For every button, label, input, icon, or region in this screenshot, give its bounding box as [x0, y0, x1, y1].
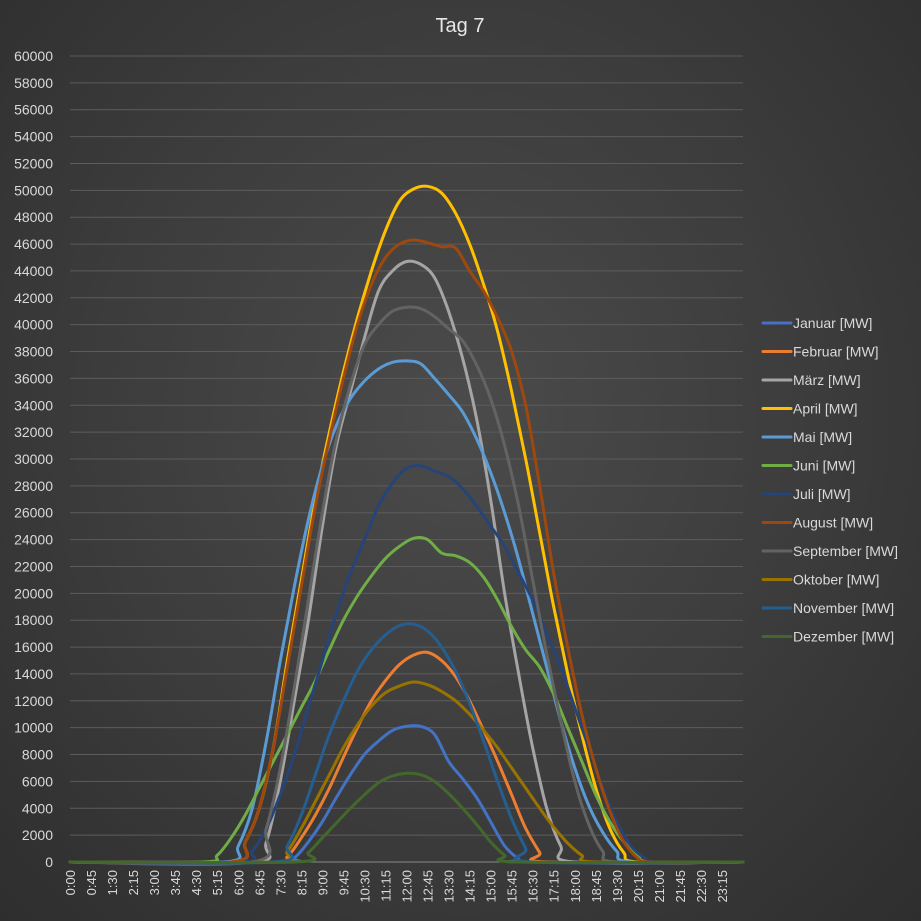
y-tick-label: 6000 — [22, 773, 53, 789]
legend-label: Mai [MW] — [793, 429, 852, 445]
y-tick-label: 60000 — [14, 48, 53, 64]
y-tick-label: 42000 — [14, 290, 53, 306]
x-tick-label: 23:15 — [715, 870, 730, 903]
legend-label: Juli [MW] — [793, 486, 851, 502]
x-tick-label: 21:45 — [673, 870, 688, 903]
y-tick-label: 24000 — [14, 532, 53, 548]
grid-lines — [70, 55, 743, 863]
x-tick-label: 14:15 — [463, 870, 478, 903]
y-tick-label: 22000 — [14, 558, 53, 574]
legend: Januar [MW] Februar [MW] März [MW] April [M… — [761, 315, 898, 645]
legend-label: März [MW] — [793, 372, 861, 388]
x-tick-label: 3:00 — [147, 870, 162, 895]
series-line — [68, 771, 745, 865]
series-line — [68, 184, 745, 866]
y-tick-label: 16000 — [14, 639, 53, 655]
y-tick-label: 32000 — [14, 424, 53, 440]
x-tick-label: 0:00 — [63, 870, 78, 895]
x-tick-label: 5:15 — [210, 870, 225, 895]
series-line — [68, 622, 745, 865]
x-tick-label: 10:30 — [357, 870, 372, 903]
y-tick-label: 34000 — [14, 397, 53, 413]
x-tick-label: 13:30 — [442, 870, 457, 903]
x-tick-label: 8:15 — [294, 870, 309, 895]
x-tick-label: 4:30 — [189, 870, 204, 895]
x-axis-ticks: 0:00 0:45 1:30 2:15 3:00 3:45 4:30 5:15 6:00 6:45… — [63, 870, 730, 903]
legend-label: September [MW] — [793, 543, 898, 559]
y-tick-label: 30000 — [14, 451, 53, 467]
x-tick-label: 12:45 — [421, 870, 436, 903]
y-tick-label: 56000 — [14, 102, 53, 118]
y-tick-label: 38000 — [14, 344, 53, 360]
x-tick-label: 11:15 — [378, 870, 393, 902]
y-tick-label: 58000 — [14, 75, 53, 91]
y-tick-label: 12000 — [14, 693, 53, 709]
series-line — [68, 680, 745, 865]
x-tick-label: 1:30 — [105, 870, 120, 895]
series-line — [68, 359, 745, 865]
legend-label: Juni [MW] — [793, 458, 855, 474]
x-tick-label: 18:00 — [568, 870, 583, 903]
y-tick-label: 2000 — [22, 827, 53, 843]
series-line — [68, 464, 745, 865]
y-tick-label: 54000 — [14, 129, 53, 145]
y-tick-label: 14000 — [14, 666, 53, 682]
legend-label: August [MW] — [793, 515, 873, 531]
y-tick-label: 40000 — [14, 317, 53, 333]
chart-title: Tag 7 — [436, 15, 485, 37]
y-tick-label: 48000 — [14, 209, 53, 225]
y-tick-label: 8000 — [22, 747, 53, 763]
x-tick-label: 9:45 — [336, 870, 351, 895]
x-tick-label: 17:15 — [547, 870, 562, 903]
series-lines — [68, 184, 745, 866]
y-tick-label: 26000 — [14, 505, 53, 521]
y-tick-label: 28000 — [14, 478, 53, 494]
legend-label: Dezember [MW] — [793, 629, 894, 645]
y-tick-label: 10000 — [14, 720, 53, 736]
y-tick-label: 50000 — [14, 182, 53, 198]
y-tick-label: 46000 — [14, 236, 53, 252]
y-tick-label: 4000 — [22, 800, 53, 816]
y-tick-label: 36000 — [14, 370, 53, 386]
legend-label: April [MW] — [793, 401, 858, 417]
x-tick-label: 12:00 — [400, 870, 415, 903]
y-tick-label: 0 — [45, 854, 53, 870]
legend-label: November [MW] — [793, 600, 894, 616]
x-tick-label: 0:45 — [84, 870, 99, 895]
legend-label: Februar [MW] — [793, 344, 879, 360]
x-tick-label: 6:45 — [252, 870, 267, 895]
series-line — [68, 238, 745, 866]
x-tick-label: 16:30 — [526, 870, 541, 903]
legend-label: Januar [MW] — [793, 315, 872, 331]
x-tick-label: 22:30 — [694, 870, 709, 903]
legend-label: Oktober [MW] — [793, 572, 879, 588]
series-line — [68, 650, 745, 865]
series-line — [68, 724, 745, 864]
y-tick-label: 20000 — [14, 585, 53, 601]
x-tick-label: 3:45 — [168, 870, 183, 895]
x-tick-label: 18:45 — [589, 870, 604, 903]
y-tick-label: 44000 — [14, 263, 53, 279]
y-tick-label: 52000 — [14, 155, 53, 171]
series-line — [68, 536, 745, 864]
y-tick-label: 18000 — [14, 612, 53, 628]
x-tick-label: 2:15 — [126, 870, 141, 895]
series-line — [68, 305, 745, 866]
y-axis-ticks: 0 2000 4000 6000 8000 10000 12000 14000 16000 180… — [14, 48, 53, 870]
series-line — [68, 259, 745, 866]
x-tick-label: 20:15 — [631, 870, 646, 903]
x-tick-label: 15:00 — [484, 870, 499, 903]
x-tick-label: 21:00 — [652, 870, 667, 903]
x-tick-label: 7:30 — [273, 870, 288, 895]
x-tick-label: 9:00 — [315, 870, 330, 895]
x-tick-label: 15:45 — [505, 870, 520, 903]
x-tick-label: 6:00 — [231, 870, 246, 895]
x-tick-label: 19:30 — [610, 870, 625, 903]
